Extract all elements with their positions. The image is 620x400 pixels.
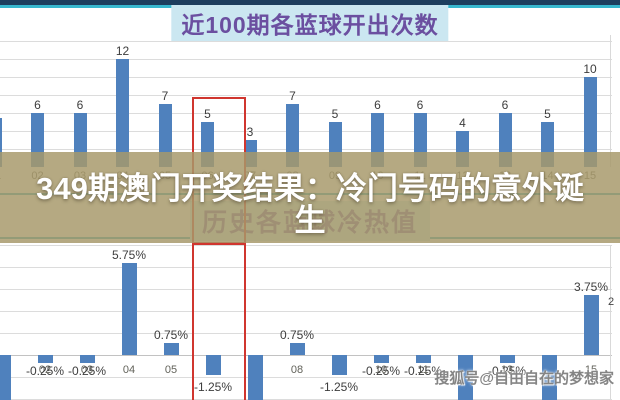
x-axis-label: 15 bbox=[584, 364, 598, 376]
bar-value-label: -1.25% bbox=[319, 380, 359, 394]
overlay-band bbox=[0, 152, 620, 243]
bar-value-label: 6 bbox=[76, 98, 84, 112]
bar bbox=[499, 355, 515, 363]
watermark: 搜狐号@自由自在的梦想家 bbox=[434, 370, 614, 387]
x-axis-label: 04 bbox=[122, 364, 136, 376]
bar-value-label: 5 bbox=[204, 107, 211, 121]
bar-value-label: 5 bbox=[331, 107, 339, 121]
bar-value-label: 3.75% bbox=[573, 280, 609, 294]
bar bbox=[79, 355, 95, 363]
headline-line2: 生 bbox=[294, 203, 326, 238]
bar-value-label: 7 bbox=[161, 89, 169, 103]
gridline bbox=[0, 59, 612, 60]
bar-value-label: -0.25% bbox=[487, 364, 527, 378]
bar bbox=[289, 343, 305, 355]
bar-value-label: -0.25% bbox=[25, 364, 65, 378]
cutoff-value-label: 2 bbox=[608, 296, 615, 308]
gridline bbox=[0, 41, 612, 42]
bar-value-label: 12 bbox=[115, 44, 130, 58]
bar bbox=[116, 59, 129, 167]
bar bbox=[121, 263, 137, 355]
gridline bbox=[0, 245, 612, 246]
bar-value-label: 6 bbox=[34, 98, 41, 112]
x-axis-label: 03 bbox=[80, 364, 94, 376]
headline-line1: 349期澳门开奖结果：冷门号码的意外诞 bbox=[36, 171, 584, 206]
gridline bbox=[0, 113, 612, 114]
bar-value-label: -1.25% bbox=[193, 380, 233, 394]
bar bbox=[373, 355, 389, 363]
gridline bbox=[0, 311, 612, 312]
bar-value-label: -0.25% bbox=[403, 364, 443, 378]
bar-value-label: 3 bbox=[246, 125, 254, 139]
gridline bbox=[0, 333, 612, 334]
gridline bbox=[0, 149, 612, 150]
bar bbox=[158, 104, 172, 167]
bar-value-label: 7 bbox=[289, 89, 296, 103]
top-navy-bar bbox=[0, 0, 620, 5]
bar bbox=[415, 355, 431, 363]
bar-value-label: 5.75% bbox=[111, 248, 147, 262]
gridline bbox=[0, 267, 612, 268]
bar bbox=[541, 355, 557, 400]
bar bbox=[286, 104, 299, 167]
bar bbox=[205, 355, 221, 375]
x-axis-label: 05 bbox=[164, 364, 178, 376]
gridline bbox=[0, 131, 612, 132]
bar-value-label: 0.75% bbox=[279, 328, 315, 342]
bar-value-label: 0.75% bbox=[153, 328, 189, 342]
x-axis-label: 11 bbox=[417, 364, 429, 376]
x-axis-label: 02 bbox=[38, 364, 52, 376]
gridline bbox=[0, 95, 612, 96]
x-axis-label: 13 bbox=[500, 364, 514, 376]
bar-value-label: 5 bbox=[544, 107, 551, 121]
bar-value-label: 6 bbox=[501, 98, 509, 112]
zero-line bbox=[0, 355, 612, 356]
x-axis-label: 10 bbox=[374, 364, 388, 376]
bar-value-label: 6 bbox=[416, 98, 424, 112]
highlight-box-bottom-chart-06 bbox=[192, 243, 246, 400]
gridline bbox=[0, 377, 612, 378]
bar-value-label: -0.25% bbox=[67, 364, 107, 378]
plot-right-border bbox=[610, 245, 611, 399]
bar bbox=[331, 355, 347, 375]
bar-value-label: 10 bbox=[583, 62, 597, 76]
bar bbox=[0, 355, 11, 400]
bar-value-label: 4 bbox=[459, 116, 466, 130]
gridline bbox=[0, 77, 612, 78]
bar bbox=[0, 118, 2, 167]
bar bbox=[457, 355, 473, 400]
x-axis-label: 08 bbox=[290, 364, 304, 376]
bar-value-label: -0.25% bbox=[361, 364, 401, 378]
bar-value-label: 6 bbox=[374, 98, 381, 112]
bar bbox=[37, 355, 53, 363]
bar bbox=[247, 355, 263, 400]
bar bbox=[163, 343, 179, 355]
plot-right-border bbox=[610, 35, 611, 167]
gridline bbox=[0, 289, 612, 290]
bar bbox=[583, 295, 599, 355]
bar bbox=[583, 77, 597, 167]
top-chart-title: 近100期各蓝球开出次数 bbox=[171, 5, 449, 41]
